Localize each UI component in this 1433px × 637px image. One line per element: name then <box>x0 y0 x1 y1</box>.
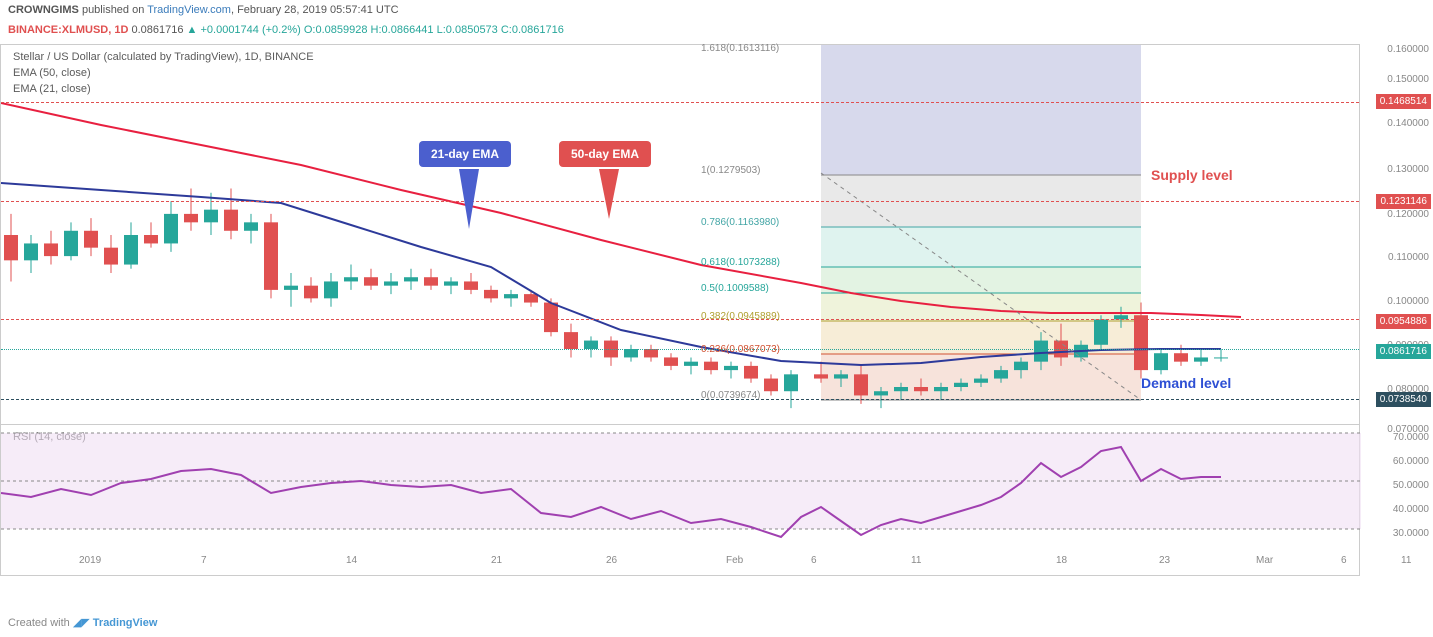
fib-label: 0.5(0.1009588) <box>701 283 769 294</box>
rsi-tick: 30.0000 <box>1393 528 1429 539</box>
price-axis: 0.160000 0.150000 0.140000 0.130000 0.120000… <box>1361 44 1431 576</box>
rsi-tick: 60.0000 <box>1393 456 1429 467</box>
x-tick: 14 <box>346 555 357 566</box>
timestamp: , February 28, 2019 05:57:41 UTC <box>231 4 399 16</box>
x-tick: Feb <box>726 555 743 566</box>
x-tick: 11 <box>911 555 921 566</box>
y-tick: 0.130000 <box>1387 164 1429 175</box>
ema21-callout: 21-day EMA <box>419 141 511 167</box>
rsi-tick: 40.0000 <box>1393 504 1429 515</box>
x-tick: 2019 <box>79 555 101 566</box>
x-tick: 6 <box>811 555 817 566</box>
credit-tv[interactable]: TradingView <box>93 617 158 629</box>
close-label: C:0.0861716 <box>501 24 564 36</box>
change: +0.0001744 (+0.2%) <box>200 24 300 36</box>
fib-label: 0(0.0739674) <box>701 390 761 401</box>
horizontal-line <box>1 102 1359 103</box>
price-tag: 0.1468514 <box>1376 94 1431 109</box>
fib-label: 0.618(0.1073288) <box>701 257 780 268</box>
x-tick: 21 <box>491 555 502 566</box>
main-panel[interactable]: Stellar / US Dollar (calculated by Tradi… <box>1 45 1359 425</box>
price-tag: 0.0861716 <box>1376 344 1431 359</box>
ohlc-bar: BINANCE:XLMUSD, 1D 0.0861716 ▲ +0.000174… <box>8 24 564 36</box>
ema50-callout-arrow-icon <box>599 169 619 219</box>
username: CROWNGIMS <box>8 4 79 16</box>
time-axis: 20197142126Feb6111823Mar611 <box>1 547 1359 577</box>
horizontal-line <box>1 319 1359 320</box>
ema21-callout-arrow-icon <box>459 169 479 229</box>
y-tick: 0.160000 <box>1387 44 1429 55</box>
chart-area[interactable]: Stellar / US Dollar (calculated by Tradi… <box>0 44 1360 576</box>
high-label: H:0.0866441 <box>371 24 434 36</box>
open-label: O:0.0859928 <box>304 24 368 36</box>
x-tick: 7 <box>201 555 207 566</box>
horizontal-line <box>1 349 1359 350</box>
x-tick: 23 <box>1159 555 1170 566</box>
credit-text: Created with <box>8 617 73 629</box>
fib-label: 0.382(0.0945889) <box>701 311 780 322</box>
ema50-callout: 50-day EMA <box>559 141 651 167</box>
rsi-tick: 50.0000 <box>1393 480 1429 491</box>
rsi-tick: 70.0000 <box>1393 432 1429 443</box>
x-tick: 18 <box>1056 555 1067 566</box>
price-tag: 0.0738540 <box>1376 392 1431 407</box>
symbol: BINANCE:XLMUSD, 1D <box>8 24 128 36</box>
fib-label: 0.786(0.1163980) <box>701 217 779 228</box>
horizontal-line <box>1 201 1359 202</box>
horizontal-line <box>1 399 1359 400</box>
rsi-chart-svg <box>1 425 1361 547</box>
price: 0.0861716 <box>131 24 183 36</box>
published-on: published on <box>79 4 147 16</box>
y-tick: 0.120000 <box>1387 209 1429 220</box>
fib-label: 0.236(0.0867073) <box>701 344 780 355</box>
y-tick: 0.150000 <box>1387 74 1429 85</box>
x-tick: Mar <box>1256 555 1273 566</box>
supply-level-label: Supply level <box>1151 167 1233 183</box>
x-tick: 6 <box>1341 555 1347 566</box>
price-tag: 0.1231146 <box>1376 194 1431 209</box>
price-tag: 0.0954886 <box>1376 314 1431 329</box>
y-tick: 0.100000 <box>1387 296 1429 307</box>
low-label: L:0.0850573 <box>437 24 498 36</box>
x-tick: 26 <box>606 555 617 566</box>
up-arrow-icon: ▲ <box>187 24 198 36</box>
fib-top-label: 1.618(0.1613116) <box>701 43 779 54</box>
header: CROWNGIMS published on TradingView.com, … <box>8 4 399 16</box>
tradingview-icon: ◢◤ <box>73 617 90 629</box>
fib-label: 1(0.1279503) <box>701 165 761 176</box>
y-tick: 0.110000 <box>1388 252 1429 263</box>
y-tick: 0.140000 <box>1387 118 1429 129</box>
tradingview-link[interactable]: TradingView.com <box>147 4 231 16</box>
credit: Created with ◢◤ TradingView <box>8 616 157 629</box>
rsi-panel[interactable]: RSI (14, close) <box>1 425 1359 547</box>
demand-level-label: Demand level <box>1141 375 1231 391</box>
